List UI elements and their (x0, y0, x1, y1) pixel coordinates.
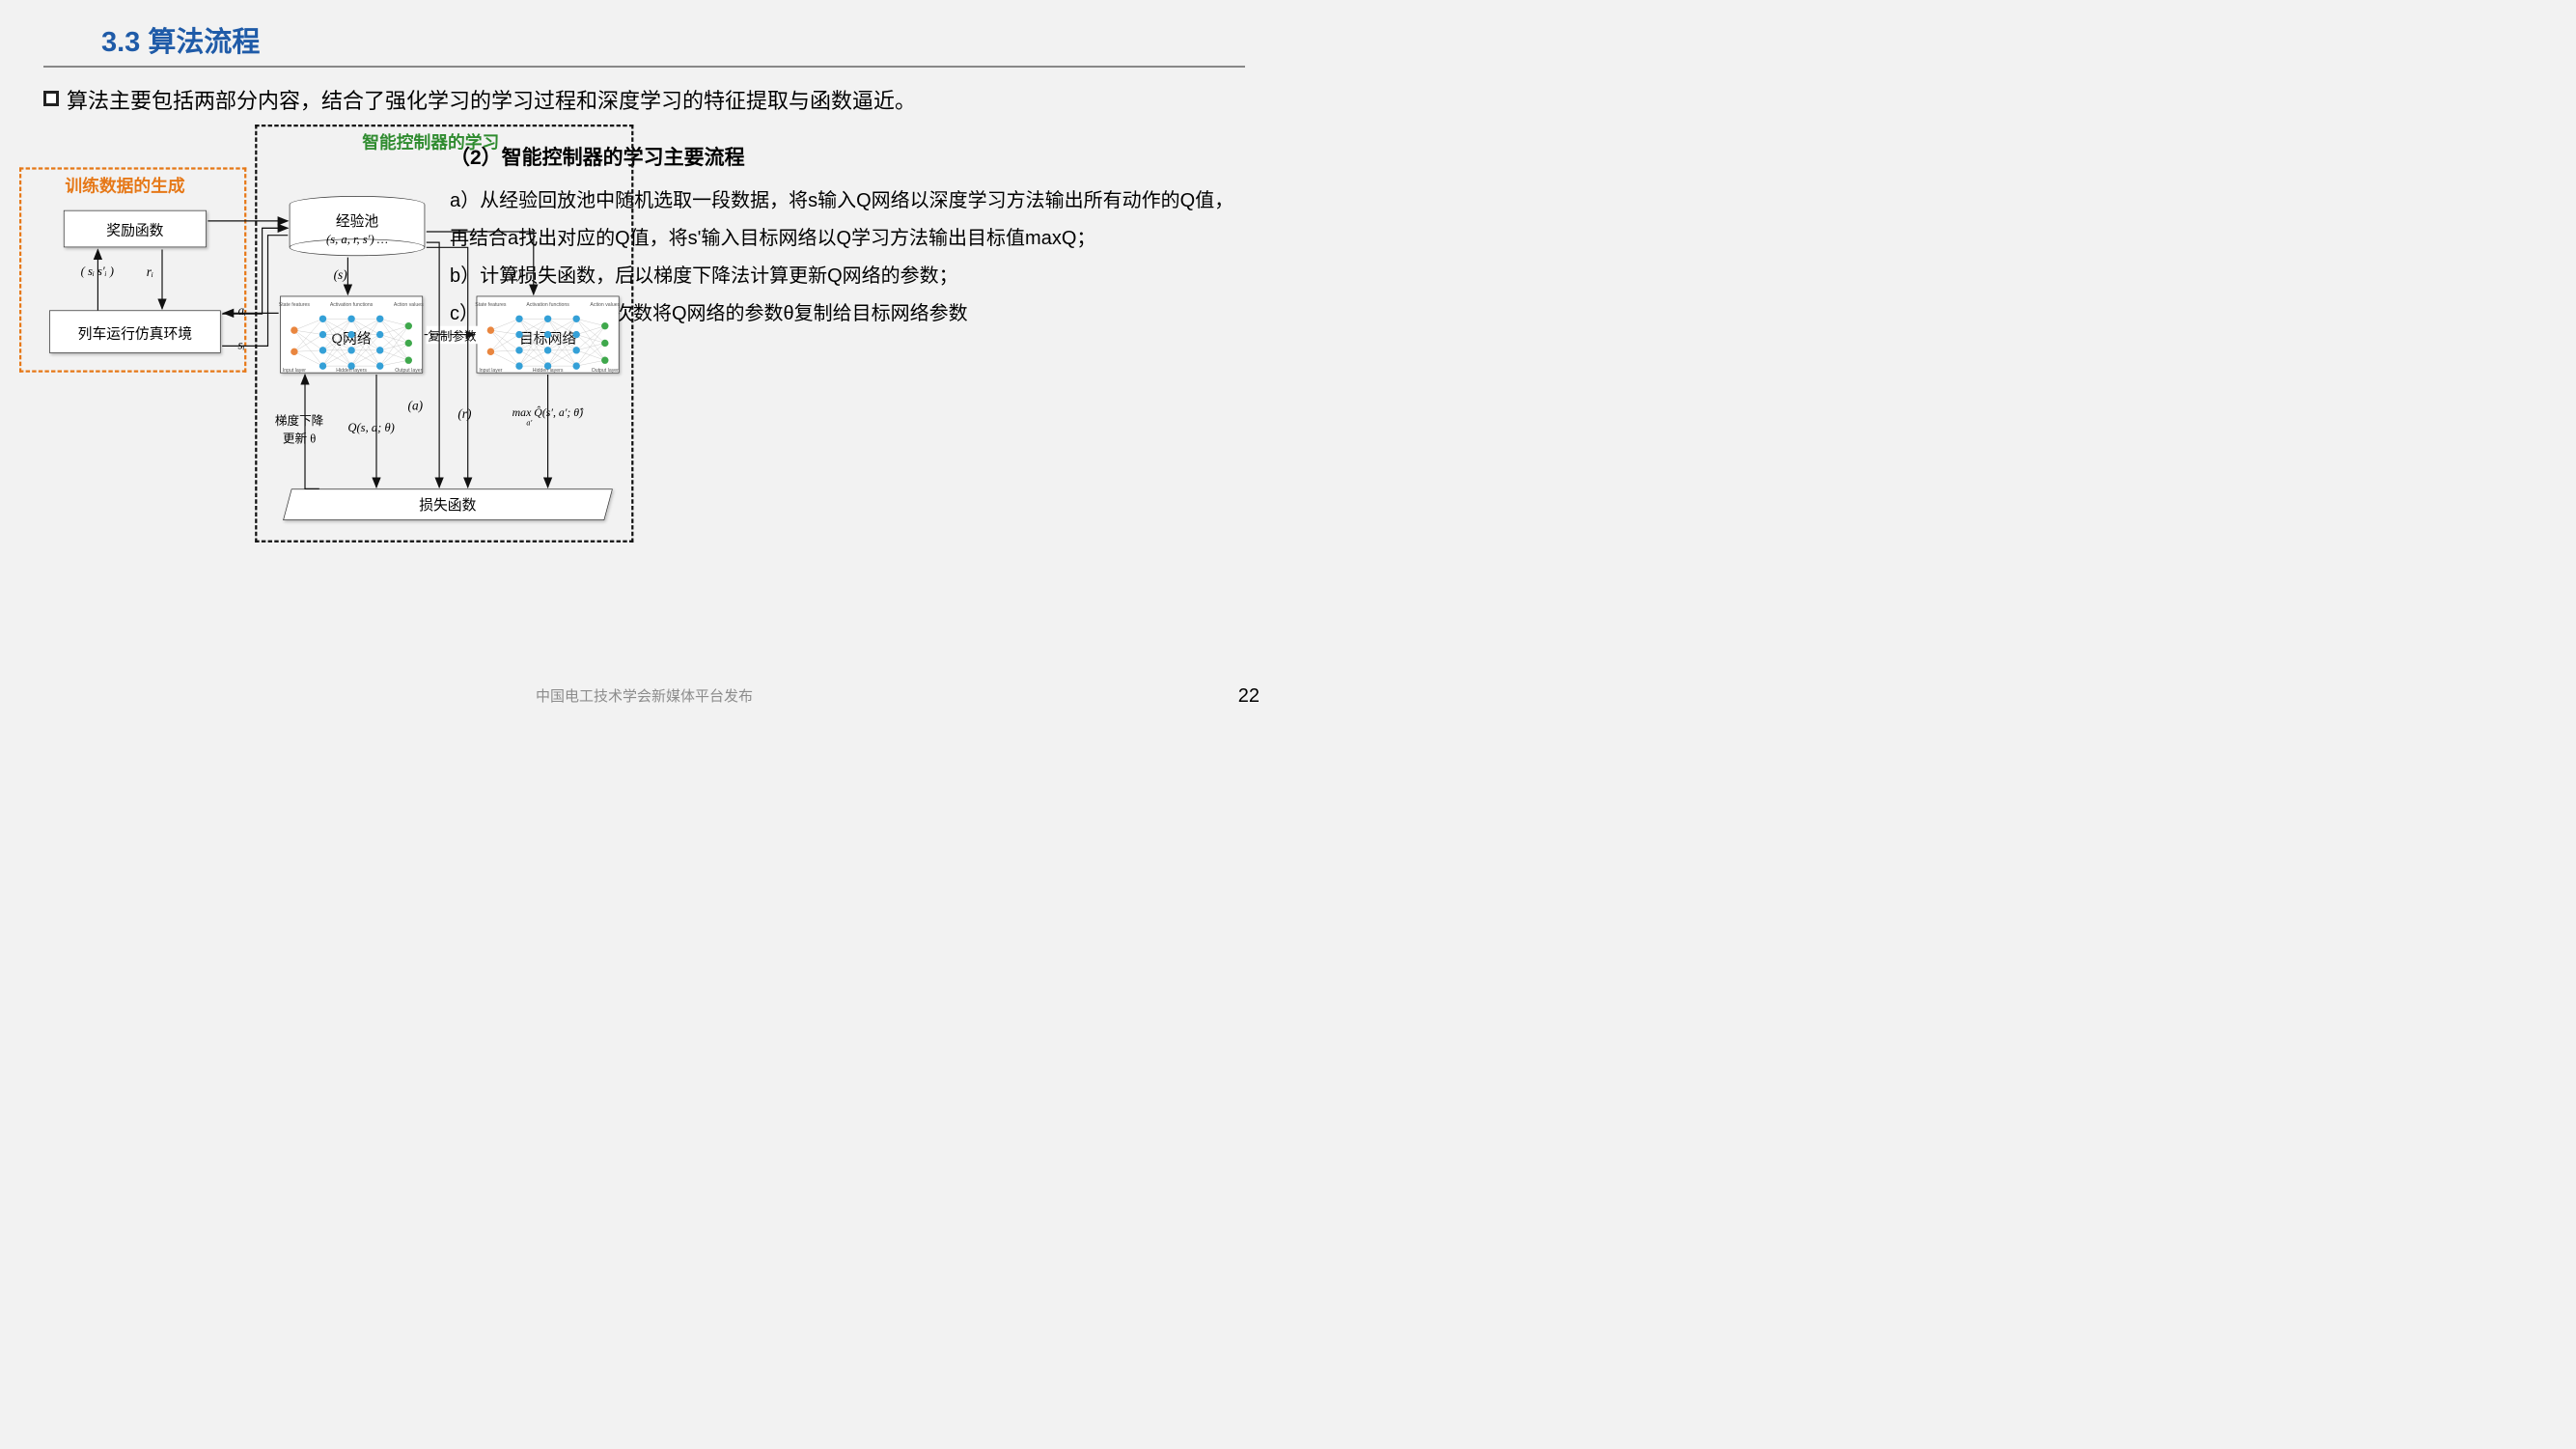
bullet-icon (43, 91, 59, 106)
copy-params-label: 复制参数 (427, 326, 478, 345)
tag-a: (a) (408, 398, 424, 413)
page-number: 22 (1238, 685, 1260, 708)
tag-sisip: ( sᵢ s′ᵢ ) (81, 265, 114, 279)
intro-row: 算法主要包括两部分内容，结合了强化学习的学习过程和深度学习的特征提取与函数逼近。 (43, 85, 1245, 117)
tag-s: (s) (334, 267, 347, 283)
reward-fn-box: 奖励函数 (64, 210, 207, 247)
qout-label: Q(s, a; θ) (347, 421, 394, 435)
grad-label: 梯度下降 更新 θ (275, 410, 323, 446)
replay-buffer: 经验池(s, a, r, s′) … (290, 196, 426, 256)
title-divider (43, 66, 1245, 68)
intro-text: 算法主要包括两部分内容，结合了强化学习的学习过程和深度学习的特征提取与函数逼近。 (67, 85, 916, 117)
q-network-box: Q网络 (280, 296, 423, 374)
target-network-box: 目标网络 (477, 296, 620, 374)
env-box: 列车运行仿真环境 (49, 310, 221, 352)
tag-ai: aᵢ (237, 303, 246, 319)
tag-r: (r) (457, 406, 471, 422)
region-learn-label: 智能控制器的学习 (362, 128, 499, 153)
tag-si: sᵢ (237, 338, 244, 353)
tag-sp: (s′) (505, 267, 521, 283)
algorithm-diagram: 训练数据的生成 智能控制器的学习 奖励函数 列车运行仿真环境 经验池(s, a,… (19, 125, 434, 549)
tag-ri: rᵢ (147, 265, 153, 280)
section-title: 3.3 算法流程 (101, 19, 1245, 60)
footer-text: 中国电工技术学会新媒体平台发布 (536, 685, 753, 706)
loss-box: 损失函数 (283, 488, 613, 520)
maxq-sub: a′ (526, 419, 532, 428)
region-train-label: 训练数据的生成 (65, 172, 184, 197)
maxq-label: max Q̂(s′, a′; θ̂) (512, 406, 583, 419)
